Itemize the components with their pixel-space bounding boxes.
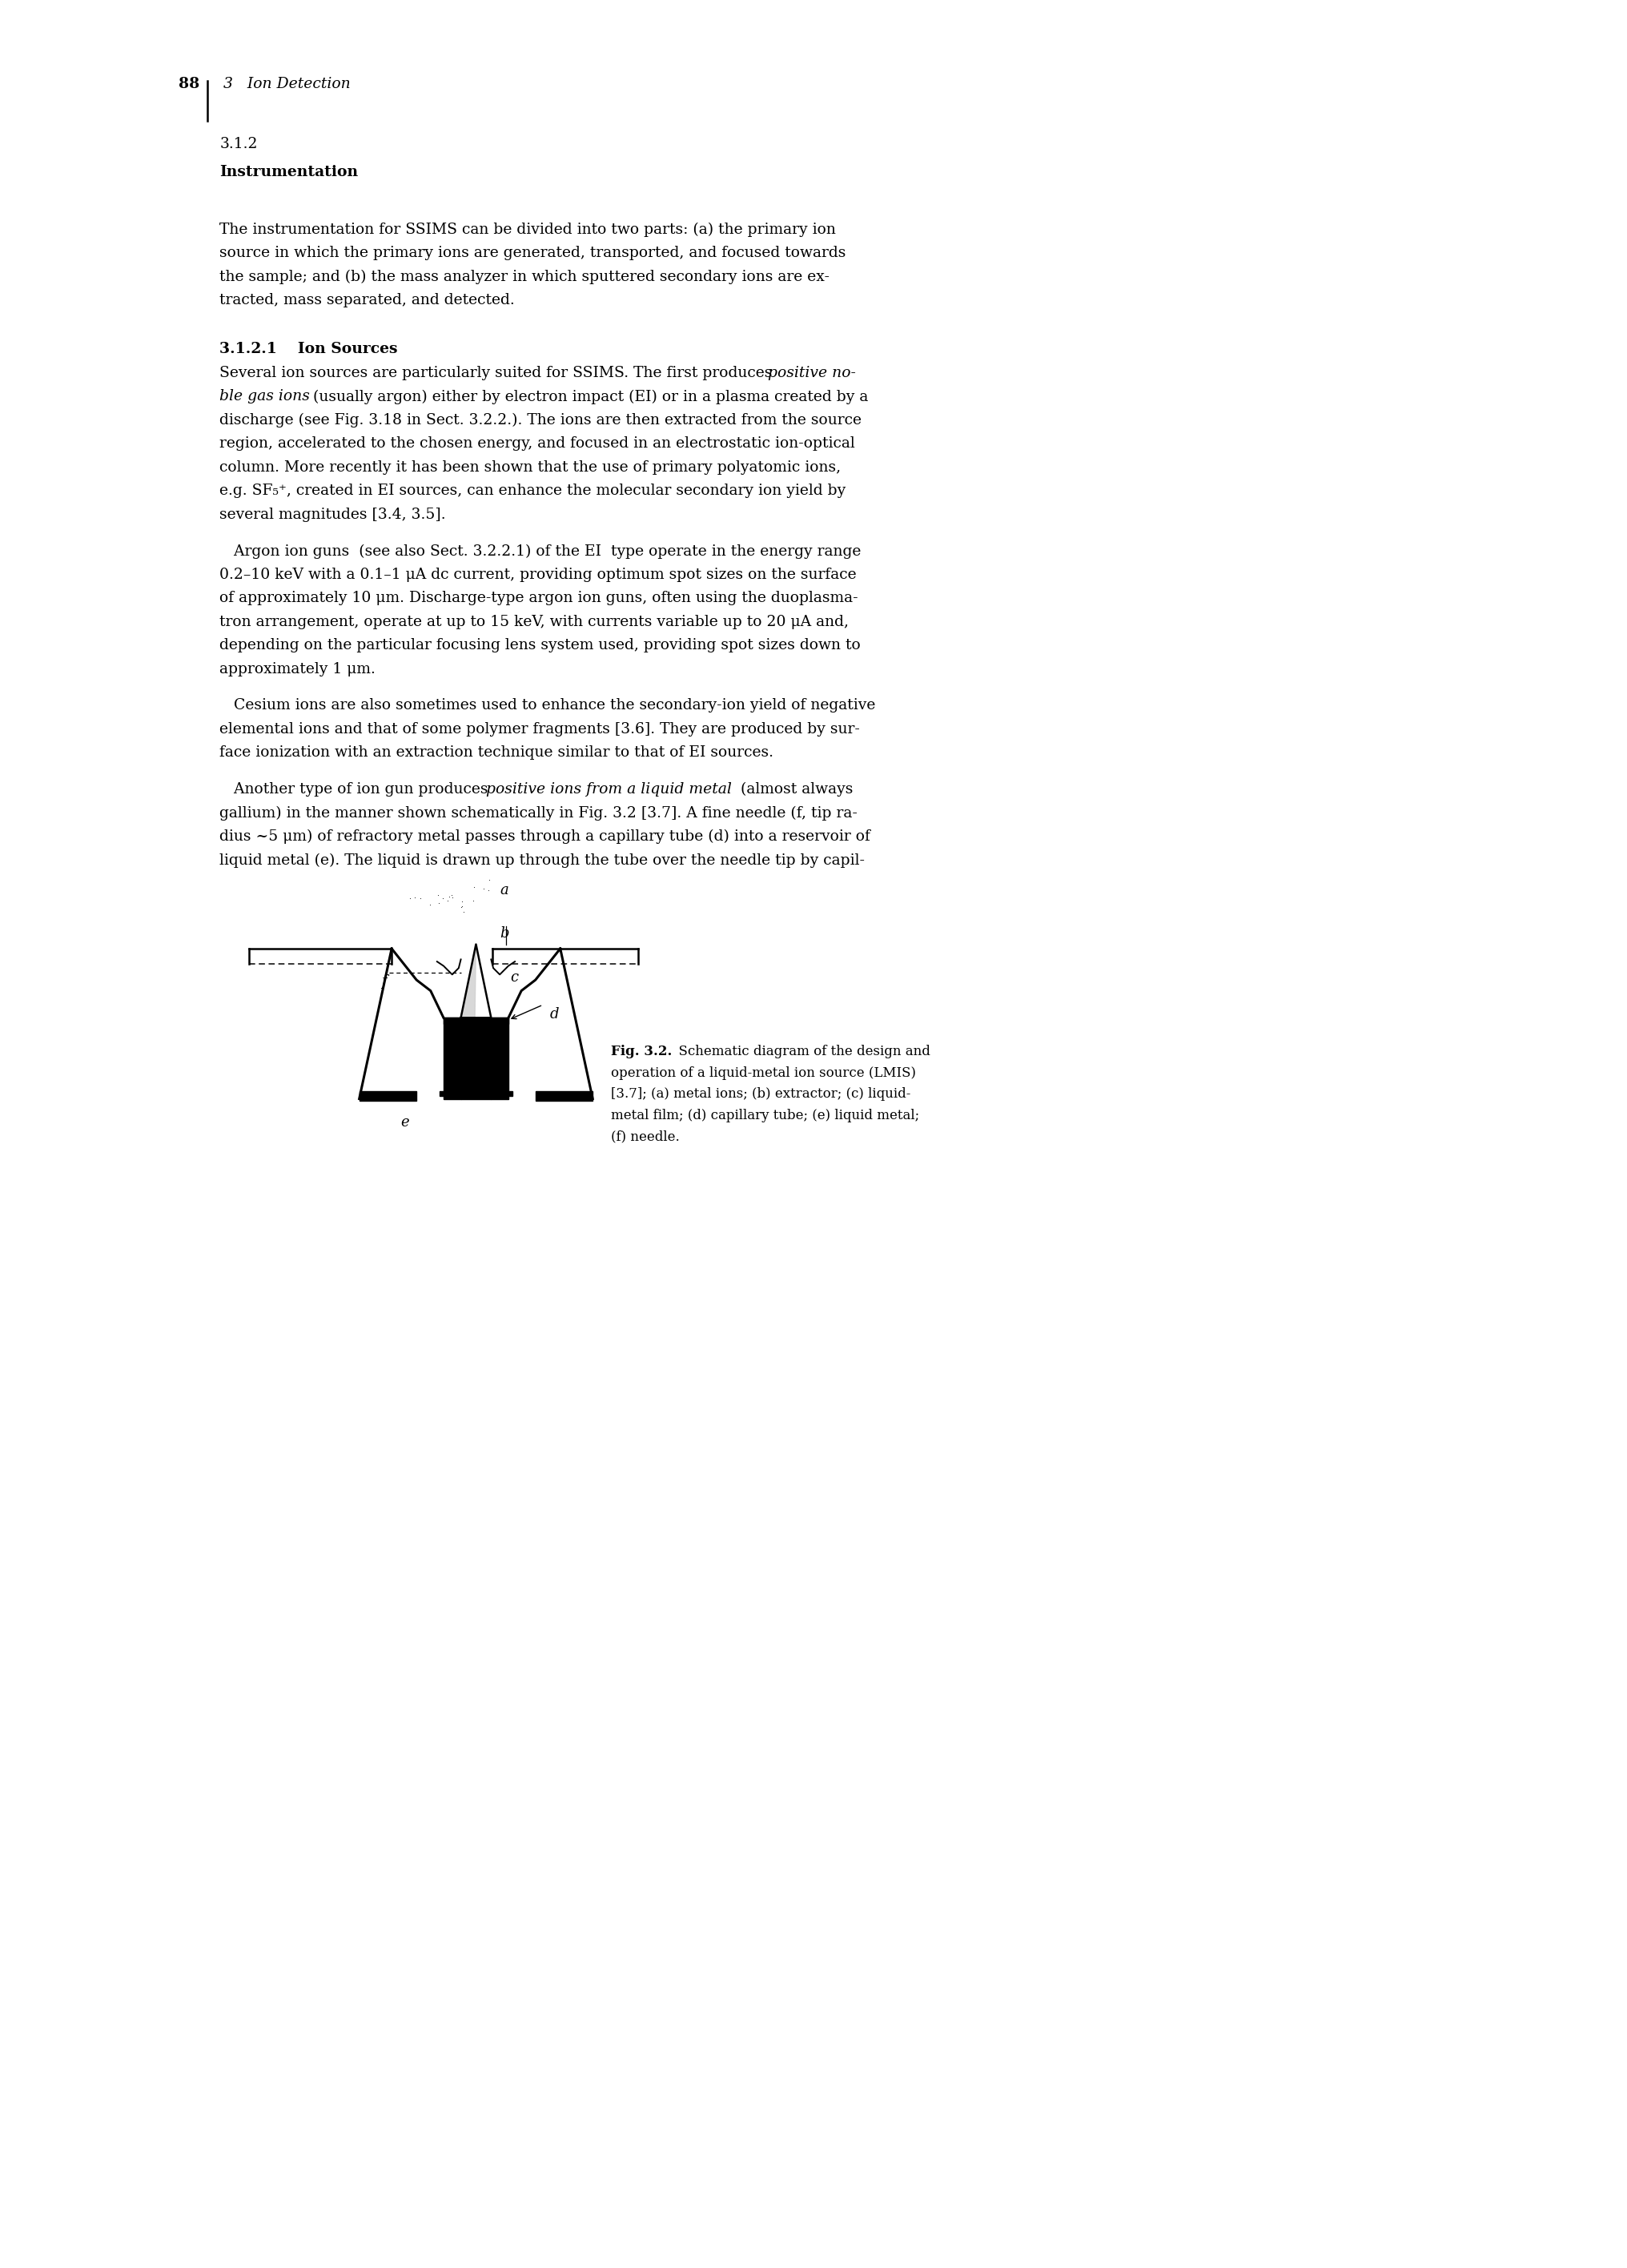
Text: 88: 88 (179, 77, 200, 91)
Text: Argon ion guns  (see also Sect. 3.2.2.1) of the EI  type operate in the energy r: Argon ion guns (see also Sect. 3.2.2.1) … (220, 544, 861, 558)
Text: column. More recently it has been shown that the use of primary polyatomic ions,: column. More recently it has been shown … (220, 460, 841, 474)
Text: Schematic diagram of the design and: Schematic diagram of the design and (670, 1046, 929, 1059)
Polygon shape (491, 1018, 508, 1098)
Text: tron arrangement, operate at up to 15 keV, with currents variable up to 20 μA an: tron arrangement, operate at up to 15 ke… (220, 615, 849, 628)
Text: 3.1.2: 3.1.2 (220, 136, 257, 152)
Text: depending on the particular focusing lens system used, providing spot sizes down: depending on the particular focusing len… (220, 637, 861, 653)
Text: 0.2–10 keV with a 0.1–1 μA dc current, providing optimum spot sizes on the surfa: 0.2–10 keV with a 0.1–1 μA dc current, p… (220, 567, 856, 583)
Text: [3.7]; (a) metal ions; (b) extractor; (c) liquid-: [3.7]; (a) metal ions; (b) extractor; (c… (610, 1086, 911, 1100)
Text: dius ~5 μm) of refractory metal passes through a capillary tube (d) into a reser: dius ~5 μm) of refractory metal passes t… (220, 830, 870, 844)
Text: metal film; (d) capillary tube; (e) liquid metal;: metal film; (d) capillary tube; (e) liqu… (610, 1109, 919, 1123)
Text: positive no-: positive no- (768, 365, 856, 381)
Text: gallium) in the manner shown schematically in Fig. 3.2 [3.7]. A fine needle (f, : gallium) in the manner shown schematical… (220, 805, 857, 821)
Text: b: b (499, 925, 509, 941)
Text: e: e (400, 1116, 408, 1129)
Polygon shape (443, 1018, 508, 1025)
Text: liquid metal (e). The liquid is drawn up through the tube over the needle tip by: liquid metal (e). The liquid is drawn up… (220, 853, 864, 866)
Text: elemental ions and that of some polymer fragments [3.6]. They are produced by su: elemental ions and that of some polymer … (220, 721, 859, 737)
Polygon shape (504, 1091, 513, 1095)
Text: Several ion sources are particularly suited for SSIMS. The first produces: Several ion sources are particularly sui… (220, 365, 778, 381)
Polygon shape (460, 943, 475, 1018)
Text: ble gas ions: ble gas ions (220, 390, 311, 404)
Text: 3   Ion Detection: 3 Ion Detection (223, 77, 351, 91)
Text: d: d (550, 1007, 558, 1021)
Polygon shape (460, 943, 491, 1018)
Text: (usually argon) either by electron impact (EI) or in a plasma created by a: (usually argon) either by electron impac… (309, 390, 869, 404)
Text: region, accelerated to the chosen energy, and focused in an electrostatic ion-op: region, accelerated to the chosen energy… (220, 435, 854, 451)
Text: (f) needle.: (f) needle. (610, 1129, 680, 1143)
Polygon shape (460, 1018, 491, 1098)
Text: Another type of ion gun produces: Another type of ion gun produces (220, 782, 493, 796)
Text: c: c (511, 971, 519, 984)
Text: the sample; and (b) the mass analyzer in which sputtered secondary ions are ex-: the sample; and (b) the mass analyzer in… (220, 270, 830, 284)
Text: The instrumentation for SSIMS can be divided into two parts: (a) the primary ion: The instrumentation for SSIMS can be div… (220, 222, 836, 236)
Text: Fig. 3.2.: Fig. 3.2. (610, 1046, 672, 1059)
Text: tracted, mass separated, and detected.: tracted, mass separated, and detected. (220, 293, 514, 306)
Text: source in which the primary ions are generated, transported, and focused towards: source in which the primary ions are gen… (220, 245, 846, 261)
Text: face ionization with an extraction technique similar to that of EI sources.: face ionization with an extraction techn… (220, 746, 773, 760)
Polygon shape (439, 1091, 447, 1095)
Text: positive ions from a liquid metal: positive ions from a liquid metal (486, 782, 732, 796)
Polygon shape (535, 1091, 592, 1100)
Text: discharge (see Fig. 3.18 in Sect. 3.2.2.). The ions are then extracted from the : discharge (see Fig. 3.18 in Sect. 3.2.2.… (220, 413, 861, 429)
Text: f: f (381, 975, 386, 989)
Text: approximately 1 μm.: approximately 1 μm. (220, 662, 376, 676)
Text: operation of a liquid-metal ion source (LMIS): operation of a liquid-metal ion source (… (610, 1066, 916, 1080)
Text: Instrumentation: Instrumentation (220, 166, 358, 179)
Polygon shape (360, 1091, 417, 1100)
Text: a: a (499, 882, 508, 898)
Text: e.g. SF₅⁺, created in EI sources, can enhance the molecular secondary ion yield : e.g. SF₅⁺, created in EI sources, can en… (220, 483, 846, 499)
Text: Cesium ions are also sometimes used to enhance the secondary-ion yield of negati: Cesium ions are also sometimes used to e… (220, 699, 875, 712)
Text: (almost always: (almost always (731, 782, 853, 796)
Text: several magnitudes [3.4, 3.5].: several magnitudes [3.4, 3.5]. (220, 508, 446, 522)
Polygon shape (443, 1018, 460, 1098)
Text: 3.1.2.1    Ion Sources: 3.1.2.1 Ion Sources (220, 342, 397, 356)
Text: of approximately 10 μm. Discharge-type argon ion guns, often using the duoplasma: of approximately 10 μm. Discharge-type a… (220, 592, 857, 606)
